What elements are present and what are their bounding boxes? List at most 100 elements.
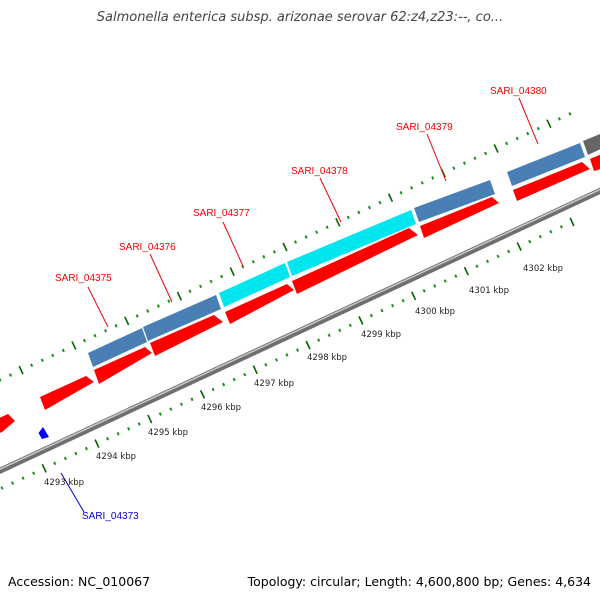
outer-track-major-tick <box>176 291 183 301</box>
genome-backbone-highlight <box>0 188 600 470</box>
accession-text: Accession: NC_010067 <box>8 574 151 589</box>
inner-track-minor-tick <box>475 264 479 269</box>
inner-track-major-tick <box>147 414 153 424</box>
inner-track-major-tick <box>94 439 100 449</box>
outer-track-minor-tick <box>220 274 224 279</box>
outer-track-major-tick <box>546 119 552 129</box>
inner-track-minor-tick <box>137 422 141 426</box>
scale-label-4299: 4299 kbp <box>361 330 401 340</box>
inner-track-minor-tick <box>327 333 331 338</box>
inner-track-major-tick <box>252 365 258 375</box>
inner-track-minor-tick <box>401 298 405 303</box>
cds-arrow-04 <box>225 284 294 324</box>
inner-track-minor-tick <box>32 471 36 476</box>
inner-track-minor-tick <box>232 377 236 382</box>
outer-track-major-tick <box>335 217 341 227</box>
scale-labels: 4293 kbp 4294 kbp 4295 kbp 4296 kbp 4297… <box>44 264 563 488</box>
outer-track-minor-tick <box>367 205 372 210</box>
outer-track-minor-tick <box>420 181 424 185</box>
inner-track-minor-tick <box>105 436 110 441</box>
connector-sari-04380 <box>518 97 539 145</box>
gene-label-sari-04380[interactable]: SARI_04380 <box>490 86 547 97</box>
inner-track-minor-tick <box>264 362 268 367</box>
gene-feature-sari-04376 <box>143 295 221 341</box>
outer-track-minor-tick <box>93 333 97 338</box>
inner-track-minor-tick <box>317 338 321 342</box>
outer-track-minor-tick <box>357 210 361 215</box>
gene-label-sari-04376[interactable]: SARI_04376 <box>119 242 176 253</box>
outer-track-minor-tick <box>61 348 65 353</box>
genome-stats-text: Topology: circular; Length: 4,600,800 bp… <box>247 574 591 589</box>
connector-sari-04375 <box>87 286 109 328</box>
inner-track-major-tick <box>305 340 311 350</box>
inner-track-minor-tick <box>127 427 131 431</box>
outer-track-minor-tick <box>188 289 192 294</box>
cds-arrow-03 <box>150 315 223 356</box>
inner-track-major-tick <box>410 291 417 301</box>
inner-track-minor-tick <box>63 456 67 461</box>
outer-track-minor-tick <box>483 151 488 156</box>
gene-label-sari-04379[interactable]: SARI_04379 <box>396 122 453 133</box>
forward-cds-track <box>0 154 600 433</box>
scale-label-4293: 4293 kbp <box>44 478 84 488</box>
outer-track-major-tick <box>124 316 130 326</box>
inner-track-minor-tick <box>538 234 542 239</box>
inner-track-minor-tick <box>84 446 89 451</box>
scale-label-4294: 4294 kbp <box>96 452 136 462</box>
outer-track-minor-tick <box>526 131 530 136</box>
outer-track-minor-tick <box>146 309 150 313</box>
scale-label-4296: 4296 kbp <box>201 403 241 413</box>
scale-label-4302: 4302 kbp <box>523 264 563 274</box>
outer-track-minor-tick <box>262 254 266 259</box>
inner-track-minor-tick <box>496 254 500 259</box>
outer-track-minor-tick <box>198 284 203 289</box>
outer-track-minor-tick <box>156 304 160 308</box>
outer-track-minor-tick <box>251 259 255 264</box>
gene-feature-sari-04377 <box>219 263 290 307</box>
outer-track-minor-tick <box>378 200 382 205</box>
inner-track-major-tick <box>358 316 364 325</box>
inner-track-minor-tick <box>338 328 342 333</box>
inner-track-minor-tick <box>158 412 162 416</box>
gene-label-sari-04375[interactable]: SARI_04375 <box>55 273 112 284</box>
inner-track-minor-tick <box>390 303 395 308</box>
inner-track-minor-tick <box>454 274 458 278</box>
inner-track-minor-tick <box>211 387 215 392</box>
outer-track-minor-tick <box>30 363 34 368</box>
inner-track-major-tick <box>199 389 206 399</box>
inner-track-minor-tick <box>116 432 120 436</box>
outer-track-minor-tick <box>399 190 403 195</box>
connector-sari-04373 <box>60 472 85 513</box>
inner-track-minor-tick <box>179 402 184 407</box>
outer-track-major-tick <box>387 193 394 203</box>
gene-label-sari-04377[interactable]: SARI_04377 <box>193 208 250 219</box>
outer-track-minor-tick <box>209 279 213 284</box>
inner-track-minor-tick <box>348 323 352 328</box>
outer-track-minor-tick <box>568 112 572 116</box>
inner-track-minor-tick <box>485 259 490 264</box>
gene-label-sari-04373[interactable]: SARI_04373 <box>82 511 139 522</box>
outer-track-minor-tick <box>51 353 55 358</box>
outer-track-minor-tick <box>557 117 561 121</box>
gene-label-sari-04378[interactable]: SARI_04378 <box>291 166 348 177</box>
cds-arrow-05 <box>292 228 418 294</box>
map-title: Salmonella enterica subsp. arizonae sero… <box>96 10 504 25</box>
inner-track-minor-tick <box>274 358 279 362</box>
scale-label-4295: 4295 kbp <box>148 428 188 438</box>
outer-track-minor-tick <box>135 314 139 318</box>
cds-reverse-sari-04373 <box>38 427 49 439</box>
outer-track-minor-tick <box>0 378 2 382</box>
outer-tick-track <box>0 112 572 382</box>
outer-track-minor-tick <box>82 338 87 343</box>
scale-label-4300: 4300 kbp <box>415 307 455 317</box>
inner-track-minor-tick <box>10 481 15 485</box>
cds-arrow-07 <box>513 162 590 201</box>
cds-arrow-02 <box>94 347 152 384</box>
inner-track-minor-tick <box>0 486 4 490</box>
cds-arrow-06 <box>420 197 499 238</box>
genome-backbone-line <box>0 187 600 474</box>
inner-track-minor-tick <box>422 289 426 293</box>
gene-feature-dark <box>583 134 600 155</box>
outer-track-minor-tick <box>167 299 171 303</box>
gene-feature-sari-04379 <box>414 180 495 222</box>
